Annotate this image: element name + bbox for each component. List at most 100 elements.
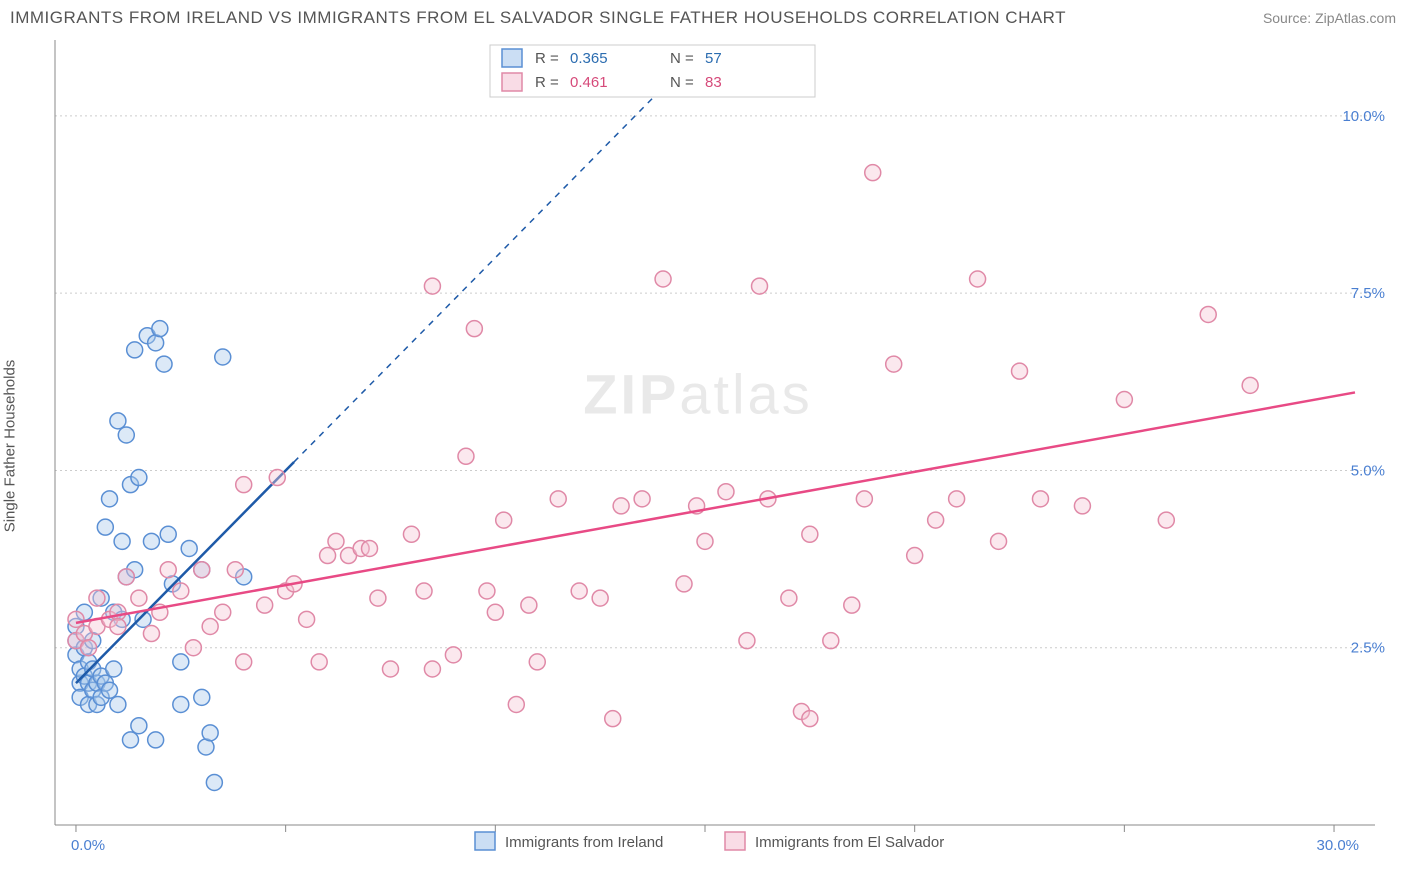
data-point-ireland [173,654,189,670]
data-point-elsalvador [236,477,252,493]
data-point-elsalvador [949,491,965,507]
data-point-elsalvador [802,526,818,542]
stats-n-value-elsalvador[interactable]: 83 [705,74,722,91]
data-point-elsalvador [1242,377,1258,393]
data-point-ireland [131,718,147,734]
data-point-ireland [152,321,168,337]
data-point-ireland [106,661,122,677]
x-tick-label: 30.0% [1316,837,1359,852]
data-point-ireland [160,526,176,542]
x-tick-label: 0.0% [71,837,105,852]
data-point-elsalvador [445,647,461,663]
stats-r-value-elsalvador[interactable]: 0.461 [570,74,608,91]
data-point-elsalvador [299,611,315,627]
watermark: ZIPatlas [583,363,812,426]
data-point-ireland [131,470,147,486]
legend-label-elsalvador: Immigrants from El Salvador [755,834,944,851]
data-point-elsalvador [382,661,398,677]
data-point-elsalvador [844,597,860,613]
data-point-elsalvador [110,618,126,634]
data-point-elsalvador [89,590,105,606]
data-point-elsalvador [118,569,134,585]
data-point-elsalvador [487,604,503,620]
data-point-ireland [118,427,134,443]
y-axis-title: Single Father Households [2,360,19,533]
data-point-elsalvador [865,165,881,181]
data-point-elsalvador [886,356,902,372]
data-point-elsalvador [613,498,629,514]
data-point-ireland [181,540,197,556]
data-point-elsalvador [328,533,344,549]
data-point-elsalvador [68,611,84,627]
data-point-ireland [97,519,113,535]
data-point-elsalvador [496,512,512,528]
data-point-elsalvador [160,562,176,578]
legend-label-ireland: Immigrants from Ireland [505,834,663,851]
data-point-elsalvador [781,590,797,606]
data-point-elsalvador [424,278,440,294]
scatter-plot: 2.5%5.0%7.5%10.0%0.0%30.0%ZIPatlasR =0.3… [45,35,1391,852]
stats-n-label: N = [670,50,694,67]
data-point-elsalvador [529,654,545,670]
stats-r-label: R = [535,50,559,67]
data-point-elsalvador [991,533,1007,549]
stats-swatch-ireland [502,49,522,67]
data-point-ireland [148,732,164,748]
chart-title: IMMIGRANTS FROM IRELAND VS IMMIGRANTS FR… [10,8,1066,28]
data-point-ireland [127,342,143,358]
stats-r-label: R = [535,74,559,91]
data-point-ireland [110,413,126,429]
stats-n-label: N = [670,74,694,91]
data-point-elsalvador [697,533,713,549]
data-point-elsalvador [550,491,566,507]
data-point-elsalvador [1074,498,1090,514]
data-point-elsalvador [81,640,97,656]
data-point-ireland [122,732,138,748]
chart-container: 2.5%5.0%7.5%10.0%0.0%30.0%ZIPatlasR =0.3… [45,35,1391,852]
data-point-elsalvador [215,604,231,620]
data-point-elsalvador [194,562,210,578]
y-tick-label: 5.0% [1351,462,1385,479]
data-point-elsalvador [458,448,474,464]
data-point-elsalvador [466,321,482,337]
data-point-ireland [202,725,218,741]
data-point-elsalvador [257,597,273,613]
data-point-elsalvador [605,711,621,727]
stats-r-value-ireland[interactable]: 0.365 [570,50,608,67]
data-point-elsalvador [571,583,587,599]
data-point-elsalvador [403,526,419,542]
data-point-elsalvador [424,661,440,677]
data-point-ireland [215,349,231,365]
stats-swatch-elsalvador [502,73,522,91]
data-point-elsalvador [416,583,432,599]
stats-n-value-ireland[interactable]: 57 [705,50,722,67]
data-point-elsalvador [739,633,755,649]
data-point-ireland [102,491,118,507]
data-point-elsalvador [131,590,147,606]
y-tick-label: 2.5% [1351,640,1385,657]
data-point-elsalvador [202,618,218,634]
data-point-elsalvador [508,696,524,712]
data-point-elsalvador [676,576,692,592]
legend-swatch-elsalvador [725,832,745,850]
data-point-elsalvador [320,548,336,564]
data-point-elsalvador [907,548,923,564]
data-point-elsalvador [718,484,734,500]
data-point-ireland [156,356,172,372]
data-point-elsalvador [479,583,495,599]
data-point-elsalvador [856,491,872,507]
data-point-elsalvador [1012,363,1028,379]
data-point-ireland [143,533,159,549]
data-point-elsalvador [521,597,537,613]
data-point-ireland [102,682,118,698]
data-point-elsalvador [1116,392,1132,408]
data-point-elsalvador [928,512,944,528]
data-point-elsalvador [236,654,252,670]
data-point-elsalvador [1200,306,1216,322]
data-point-elsalvador [370,590,386,606]
data-point-ireland [110,696,126,712]
data-point-elsalvador [269,470,285,486]
trendline-elsalvador [76,392,1355,622]
data-point-elsalvador [634,491,650,507]
data-point-elsalvador [227,562,243,578]
